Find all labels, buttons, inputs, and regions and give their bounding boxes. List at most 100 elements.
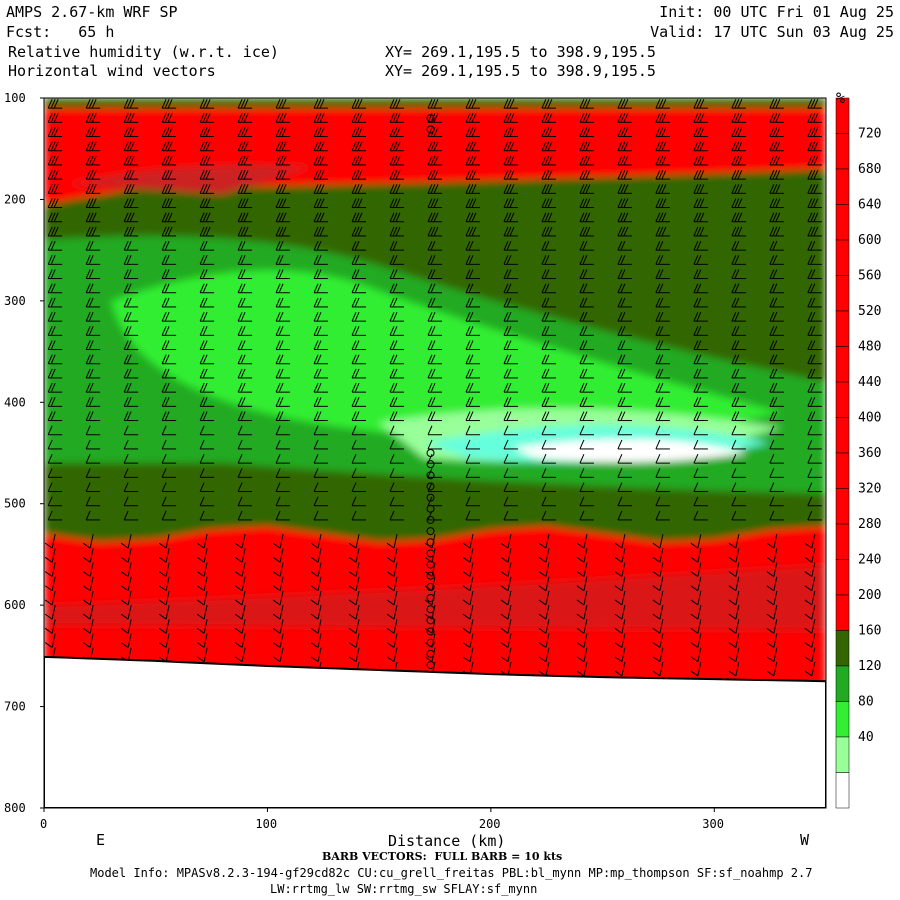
- wind-barb: [47, 311, 63, 322]
- barb-shaft: [583, 576, 588, 591]
- barb-flag: [810, 184, 816, 194]
- barb-flag: [85, 397, 91, 407]
- wind-barb: [199, 482, 215, 493]
- wind-barb: [731, 354, 746, 365]
- barb-flag: [161, 240, 167, 251]
- wind-barb: [237, 297, 253, 308]
- barb-flag: [278, 255, 284, 265]
- wind-barb: [541, 98, 556, 109]
- barb-flag: [617, 453, 623, 464]
- barb-flag: [699, 127, 705, 137]
- barb-flag: [310, 542, 319, 549]
- barb-flag: [617, 226, 623, 237]
- wind-barb: [731, 326, 746, 336]
- wind-barb: [804, 548, 816, 563]
- barb-flag: [509, 169, 515, 180]
- wind-barb: [541, 411, 556, 422]
- barb-flag: [313, 283, 319, 293]
- barb-shaft: [241, 619, 246, 634]
- barb-flag: [471, 113, 477, 123]
- barb-flag: [810, 169, 816, 180]
- barb-flag: [807, 411, 813, 421]
- wind-barb: [617, 297, 632, 308]
- barb-flag: [541, 212, 547, 222]
- barb-flag: [389, 212, 395, 222]
- barb-flag: [427, 184, 433, 194]
- barb-flag: [465, 397, 471, 407]
- wind-barb: [690, 576, 702, 592]
- wind-barb: [769, 482, 784, 493]
- wind-barb: [313, 198, 329, 209]
- barb-flag: [82, 571, 91, 577]
- barb-flag: [658, 184, 664, 194]
- barb-flag: [465, 382, 471, 393]
- barb-flag: [392, 240, 398, 251]
- barb-flag: [161, 482, 167, 492]
- barb-flag: [275, 155, 281, 166]
- wind-barb: [275, 468, 291, 478]
- barb-flag: [772, 169, 778, 180]
- barb-flag: [541, 169, 547, 180]
- wind-barb: [310, 619, 322, 634]
- field-name-1: Relative humidity (w.r.t. ice): [8, 43, 279, 61]
- barb-shaft: [621, 647, 626, 662]
- barb-shaft: [127, 576, 132, 591]
- wind-barb: [199, 453, 215, 464]
- barb-flag: [652, 627, 661, 634]
- wind-barb: [655, 482, 670, 493]
- wind-barb: [275, 297, 291, 308]
- barb-flag: [427, 297, 433, 308]
- barb-flag: [161, 283, 167, 293]
- barb-shaft: [469, 548, 474, 563]
- barb-flag: [161, 496, 167, 506]
- wind-barb: [85, 368, 101, 379]
- wind-barb: [541, 382, 556, 393]
- wind-barb: [161, 184, 177, 194]
- barb-flag: [620, 169, 626, 180]
- barb-flag: [237, 255, 243, 265]
- barb-flag: [576, 670, 585, 677]
- barb-flag: [813, 169, 819, 180]
- barb-shaft: [621, 534, 626, 549]
- barb-flag: [53, 127, 59, 137]
- barb-shaft: [317, 647, 322, 662]
- barb-flag: [310, 642, 319, 648]
- wind-barb: [85, 113, 101, 123]
- barb-flag: [240, 354, 246, 364]
- barb-flag: [658, 269, 664, 279]
- barb-flag: [731, 141, 737, 151]
- colorbar-box: [835, 275, 850, 312]
- barb-shaft: [697, 548, 702, 563]
- barb-flag: [544, 326, 550, 336]
- barb-flag: [126, 397, 132, 407]
- barb-flag: [164, 141, 170, 151]
- wind-barb: [237, 425, 253, 436]
- wind-barb: [465, 382, 480, 393]
- barb-flag: [129, 141, 135, 151]
- barb-flag: [199, 198, 205, 208]
- wind-barb: [579, 98, 594, 109]
- barb-flag: [164, 127, 170, 137]
- barb-flag: [585, 184, 591, 194]
- wind-barb: [44, 590, 56, 606]
- barb-flag: [47, 510, 53, 521]
- barb-flag: [655, 184, 661, 194]
- barb-flag: [658, 397, 664, 407]
- barb-flag: [424, 627, 433, 634]
- wind-barb: [351, 283, 367, 294]
- barb-flag: [199, 169, 205, 180]
- barb-flag: [123, 212, 129, 222]
- barb-flag: [199, 510, 205, 521]
- barb-flag: [427, 98, 433, 109]
- barb-flag: [430, 340, 436, 350]
- barb-flag: [503, 354, 509, 364]
- barb-flag: [810, 411, 816, 421]
- wind-barb: [579, 453, 594, 464]
- wind-barb: [655, 297, 670, 308]
- barb-flag: [281, 226, 287, 237]
- wind-barb: [652, 647, 664, 663]
- wind-barb: [804, 647, 816, 663]
- barb-flag: [167, 113, 173, 123]
- barb-flag: [123, 240, 129, 251]
- barb-flag: [316, 354, 322, 364]
